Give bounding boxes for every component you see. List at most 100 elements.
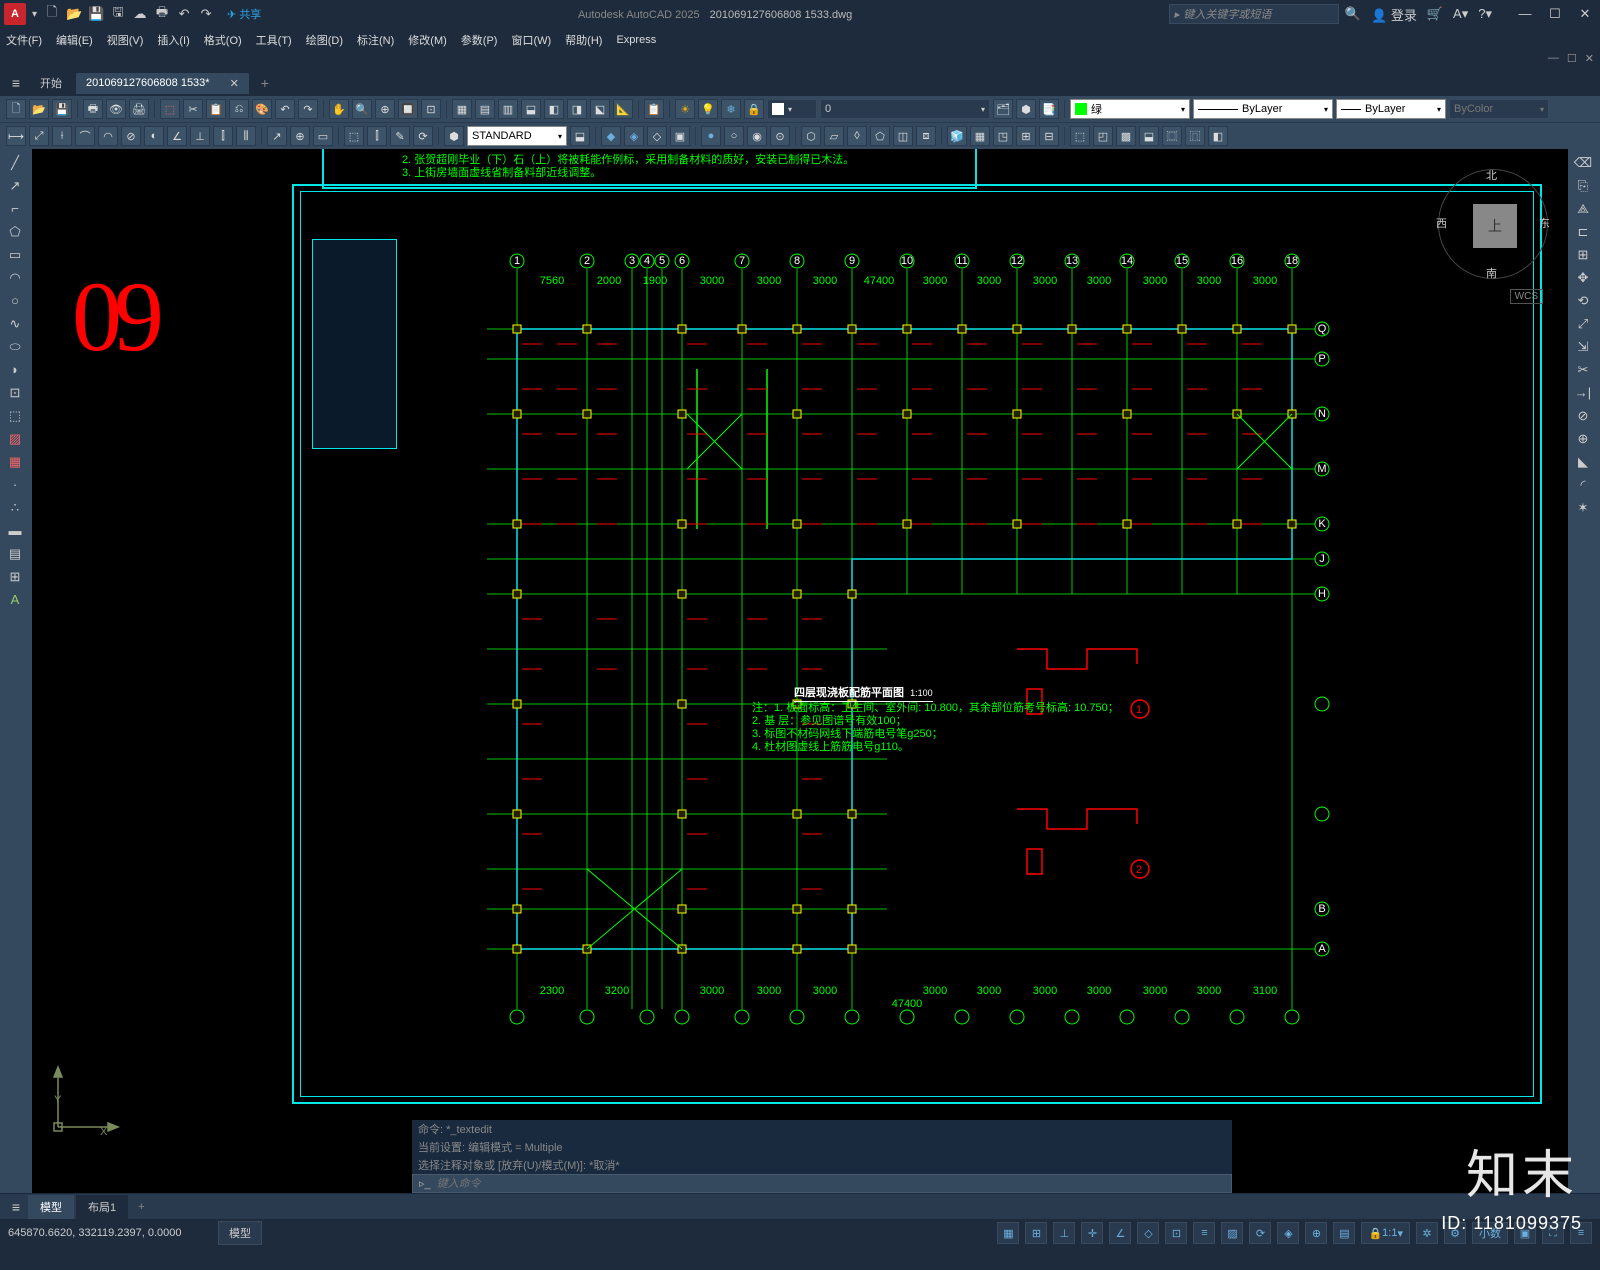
model-tab[interactable]: 模型 — [28, 1195, 74, 1219]
tool-icon[interactable]: ▦ — [452, 99, 472, 119]
tool-icon[interactable]: ⊙ — [770, 126, 790, 146]
menu-help[interactable]: 帮助(H) — [565, 32, 602, 48]
move-tool-icon[interactable]: ✥ — [1570, 268, 1596, 288]
annoscale-icon[interactable]: 🔒 1:1▾ — [1361, 1222, 1410, 1244]
help-icon[interactable]: ?▾ — [1478, 6, 1492, 22]
layer-dropdown[interactable]: 0▾ — [820, 99, 990, 119]
tool-icon[interactable]: ☀ — [675, 99, 695, 119]
tool-icon[interactable]: ⬚ — [160, 99, 180, 119]
dim-tool-icon[interactable]: ◠ — [98, 126, 118, 146]
tool-icon[interactable]: ▣ — [670, 126, 690, 146]
dim-tool-icon[interactable]: ⬢ — [444, 126, 464, 146]
tool-icon[interactable]: ▦ — [970, 126, 990, 146]
tool-icon[interactable]: ◳ — [993, 126, 1013, 146]
rotate-tool-icon[interactable]: ⟲ — [1570, 291, 1596, 311]
join-tool-icon[interactable]: ⊕ — [1570, 429, 1596, 449]
tool-icon[interactable]: ◰ — [1093, 126, 1113, 146]
share-button[interactable]: ✈ 共享 — [227, 6, 261, 22]
model-button[interactable]: 模型 — [218, 1221, 262, 1245]
ortho-toggle-icon[interactable]: ⊥ — [1053, 1222, 1075, 1244]
search-input[interactable]: ▸键入关键字或短语 — [1169, 4, 1339, 24]
saveas-icon[interactable]: 🖫 — [109, 5, 127, 23]
doc-close[interactable]: ✕ — [1585, 52, 1594, 70]
tool-icon[interactable]: ⬠ — [870, 126, 890, 146]
tool-icon[interactable]: ⊕ — [375, 99, 395, 119]
doc-min[interactable]: — — [1548, 52, 1559, 70]
tool-icon[interactable]: 📋 — [644, 99, 664, 119]
menu-window[interactable]: 窗口(W) — [511, 32, 551, 48]
file-tab-active[interactable]: 201069127606808 1533*✕ — [76, 73, 249, 94]
otrack-toggle-icon[interactable]: ⊡ — [1165, 1222, 1187, 1244]
lwt-toggle-icon[interactable]: ≡ — [1193, 1222, 1215, 1244]
tool-icon[interactable]: ⬓ — [1139, 126, 1159, 146]
start-menu-icon[interactable]: ≡ — [6, 75, 26, 91]
trim-tool-icon[interactable]: ✂ — [1570, 360, 1596, 380]
command-input[interactable] — [437, 1177, 1225, 1190]
block-insert-icon[interactable]: ⬚ — [2, 406, 28, 426]
spline-tool-icon[interactable]: ∿ — [2, 314, 28, 334]
stretch-tool-icon[interactable]: ⇲ — [1570, 337, 1596, 357]
line-tool-icon[interactable]: ╱ — [2, 153, 28, 173]
tool-icon[interactable]: ⬕ — [590, 99, 610, 119]
tool-icon[interactable]: ⎌ — [229, 99, 249, 119]
region-tool-icon[interactable]: ▬ — [2, 521, 28, 541]
dim-tool-icon[interactable]: ⬓ — [570, 126, 590, 146]
tool-icon[interactable]: ⬚ — [1070, 126, 1090, 146]
new-tab-button[interactable]: + — [253, 75, 277, 91]
menu-file[interactable]: 文件(F) — [6, 32, 42, 48]
app-icon[interactable]: A — [4, 3, 26, 25]
dim-tool-icon[interactable]: ⫿ — [367, 126, 387, 146]
dim-tool-icon[interactable]: ✎ — [390, 126, 410, 146]
dim-tool-icon[interactable]: ↗ — [267, 126, 287, 146]
plotstyle-dropdown[interactable]: ByColor▾ — [1449, 99, 1549, 119]
tool-icon[interactable]: ↷ — [298, 99, 318, 119]
menu-param[interactable]: 参数(P) — [461, 32, 498, 48]
tool-icon[interactable]: ⧈ — [916, 126, 936, 146]
save-icon[interactable]: 💾 — [87, 5, 105, 23]
add-layout-button[interactable]: + — [130, 1201, 152, 1213]
arc-tool-icon[interactable]: ◠ — [2, 268, 28, 288]
tool-icon[interactable]: 🔍 — [352, 99, 372, 119]
polygon-tool-icon[interactable]: ⬠ — [2, 222, 28, 242]
start-tab[interactable]: 开始 — [30, 71, 72, 95]
array-tool-icon[interactable]: ⊞ — [1570, 245, 1596, 265]
point-tool-icon[interactable]: · — [2, 475, 28, 495]
maximize-button[interactable]: ☐ — [1544, 6, 1566, 22]
search-icon[interactable]: 🔍 — [1345, 6, 1361, 22]
dyn-input-icon[interactable]: ⊕ — [1305, 1222, 1327, 1244]
explode-tool-icon[interactable]: ✶ — [1570, 498, 1596, 518]
tool-icon[interactable]: 💡 — [698, 99, 718, 119]
osnap-toggle-icon[interactable]: ◇ — [1137, 1222, 1159, 1244]
block-tool-icon[interactable]: ⊡ — [2, 383, 28, 403]
tool-icon[interactable]: 🧊 — [947, 126, 967, 146]
dim-tool-icon[interactable]: ∠ — [167, 126, 187, 146]
layout1-tab[interactable]: 布局1 — [76, 1195, 128, 1219]
layout-menu-icon[interactable]: ≡ — [6, 1199, 26, 1215]
new-icon[interactable]: 🗋 — [43, 5, 61, 23]
fillet-tool-icon[interactable]: ◜ — [1570, 475, 1596, 495]
dim-tool-icon[interactable]: ⟳ — [413, 126, 433, 146]
tool-icon[interactable]: 🖶 — [83, 99, 103, 119]
ray-tool-icon[interactable]: ↗ — [2, 176, 28, 196]
close-tab-icon[interactable]: ✕ — [230, 77, 239, 90]
menu-tools[interactable]: 工具(T) — [256, 32, 292, 48]
tool-icon[interactable]: ⊞ — [2, 567, 28, 587]
menu-draw[interactable]: 绘图(D) — [306, 32, 343, 48]
pline-tool-icon[interactable]: ⌐ — [2, 199, 28, 219]
apps-icon[interactable]: A▾ — [1453, 6, 1468, 22]
tool-icon[interactable]: ❄ — [721, 99, 741, 119]
tool-icon[interactable]: 🗋 — [6, 99, 26, 119]
menu-format[interactable]: 格式(O) — [204, 32, 242, 48]
tool-icon[interactable]: ⬢ — [1016, 99, 1036, 119]
tool-icon[interactable]: ◧ — [1208, 126, 1228, 146]
dim-tool-icon[interactable]: ⫿ — [213, 126, 233, 146]
menu-modify[interactable]: 修改(M) — [408, 32, 447, 48]
doc-max[interactable]: ☐ — [1567, 52, 1577, 70]
tool-icon[interactable]: 📑 — [1039, 99, 1059, 119]
tool-icon[interactable]: ◊ — [847, 126, 867, 146]
tool-icon[interactable]: 🔒 — [744, 99, 764, 119]
dim-tool-icon[interactable]: ⊥ — [190, 126, 210, 146]
menu-view[interactable]: 视图(V) — [107, 32, 144, 48]
tool-icon[interactable]: ⬓ — [521, 99, 541, 119]
dim-tool-icon[interactable]: ⤢ — [29, 126, 49, 146]
